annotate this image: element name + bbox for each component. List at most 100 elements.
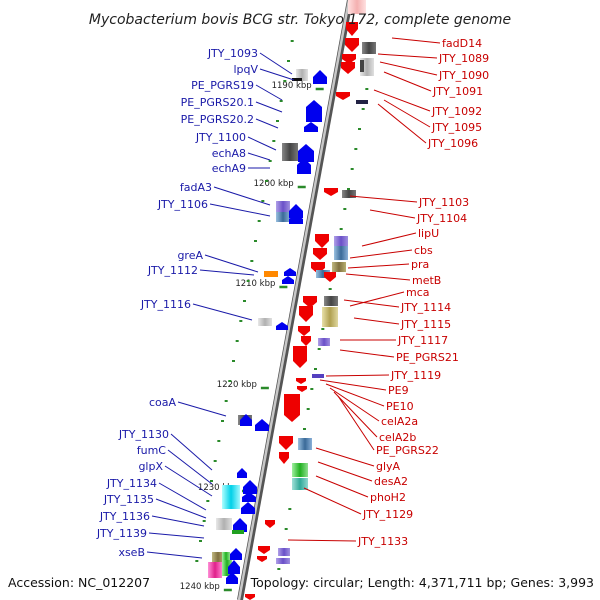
gene-label-left[interactable]: JTY_1135 bbox=[103, 493, 154, 506]
gene-label-left[interactable]: greA bbox=[177, 249, 203, 262]
gene-feature-box[interactable] bbox=[360, 60, 364, 72]
forward-gene-arrow[interactable] bbox=[233, 518, 247, 532]
reverse-gene-arrow[interactable] bbox=[324, 272, 336, 282]
reverse-gene-arrow[interactable] bbox=[258, 546, 270, 554]
gene-feature-box[interactable] bbox=[222, 485, 240, 509]
gene-label-right[interactable]: mca bbox=[406, 286, 430, 299]
fadD14-feature[interactable] bbox=[348, 0, 366, 14]
gene-label-left[interactable]: fadA3 bbox=[180, 181, 212, 194]
gene-label-left[interactable]: JTY_1100 bbox=[195, 131, 246, 144]
gene-label-left[interactable]: PE_PGRS20.1 bbox=[181, 96, 254, 109]
gene-label-left[interactable]: JTY_1093 bbox=[207, 47, 258, 60]
gene-label-left[interactable]: PE_PGRS19 bbox=[191, 79, 254, 92]
gene-label-right[interactable]: celA2b bbox=[379, 431, 416, 444]
reverse-gene-arrow[interactable] bbox=[284, 394, 300, 422]
gene-feature-box[interactable] bbox=[292, 478, 308, 490]
gene-label-left[interactable]: lpqV bbox=[233, 63, 258, 76]
forward-gene-arrow[interactable] bbox=[276, 322, 288, 330]
gene-label-right[interactable]: JTY_1090 bbox=[438, 69, 489, 82]
gene-feature-box[interactable] bbox=[276, 201, 290, 213]
gene-feature-box[interactable] bbox=[324, 296, 338, 306]
gene-label-left[interactable]: JTY_1136 bbox=[99, 510, 150, 523]
gene-label-left[interactable]: PE_PGRS20.2 bbox=[181, 113, 254, 126]
forward-gene-arrow[interactable] bbox=[313, 70, 327, 84]
gene-label-right[interactable]: JTY_1103 bbox=[418, 196, 469, 209]
gene-feature-box[interactable] bbox=[298, 438, 312, 450]
gene-feature-box[interactable] bbox=[212, 552, 224, 562]
gene-feature-box[interactable] bbox=[316, 270, 330, 278]
gene-label-left[interactable]: JTY_1112 bbox=[147, 264, 198, 277]
forward-gene-arrow[interactable] bbox=[282, 276, 294, 284]
reverse-gene-arrow[interactable] bbox=[297, 386, 307, 392]
reverse-gene-arrow[interactable] bbox=[336, 92, 350, 100]
gene-feature-box[interactable] bbox=[332, 262, 346, 272]
gene-feature-box[interactable] bbox=[334, 246, 348, 260]
gene-feature-box[interactable] bbox=[362, 42, 376, 54]
forward-gene-arrow[interactable] bbox=[298, 144, 314, 162]
gene-feature-box[interactable] bbox=[278, 548, 290, 556]
reverse-gene-arrow[interactable] bbox=[324, 188, 338, 196]
reverse-gene-arrow[interactable] bbox=[342, 54, 356, 64]
gene-label-right[interactable]: JTY_1119 bbox=[390, 369, 441, 382]
gene-feature-box[interactable] bbox=[312, 374, 324, 378]
gene-feature-box[interactable] bbox=[208, 562, 222, 578]
reverse-gene-arrow[interactable] bbox=[279, 452, 289, 464]
gene-label-right[interactable]: glyA bbox=[376, 460, 401, 473]
gene-label-right[interactable]: celA2a bbox=[381, 415, 418, 428]
gene-label-right[interactable]: JTY_1114 bbox=[400, 301, 451, 314]
reverse-gene-arrow[interactable] bbox=[299, 306, 313, 322]
gene-label-left[interactable]: echA8 bbox=[212, 147, 246, 160]
forward-gene-arrow[interactable] bbox=[242, 492, 256, 502]
reverse-gene-arrow[interactable] bbox=[279, 436, 293, 450]
reverse-gene-arrow[interactable] bbox=[293, 346, 307, 368]
reverse-gene-arrow[interactable] bbox=[296, 378, 306, 384]
gene-feature-box[interactable] bbox=[258, 318, 272, 326]
gene-feature-box[interactable] bbox=[318, 338, 330, 346]
forward-gene-arrow[interactable] bbox=[306, 100, 322, 122]
gene-feature-box[interactable] bbox=[276, 558, 290, 564]
reverse-gene-arrow[interactable] bbox=[315, 234, 329, 248]
gene-label-right[interactable]: JTY_1117 bbox=[397, 334, 448, 347]
gene-label-left[interactable]: JTY_1130 bbox=[118, 428, 169, 441]
gene-feature-box[interactable] bbox=[334, 236, 348, 246]
reverse-gene-arrow[interactable] bbox=[303, 296, 317, 308]
gene-label-right[interactable]: cbs bbox=[414, 244, 433, 257]
gene-feature-box[interactable] bbox=[356, 100, 368, 104]
reverse-gene-arrow[interactable] bbox=[257, 556, 267, 562]
gene-label-right[interactable]: PE10 bbox=[386, 400, 414, 413]
gene-label-right[interactable]: metB bbox=[412, 274, 441, 287]
forward-gene-arrow[interactable] bbox=[243, 480, 257, 494]
gene-label-left[interactable]: glpX bbox=[138, 460, 163, 473]
gene-label-right[interactable]: JTY_1133 bbox=[357, 535, 408, 548]
gene-label-right[interactable]: PE9 bbox=[388, 384, 409, 397]
reverse-gene-arrow[interactable] bbox=[245, 594, 255, 600]
forward-gene-arrow[interactable] bbox=[289, 204, 303, 218]
gene-label-right[interactable]: JTY_1115 bbox=[400, 318, 451, 331]
gene-feature-box[interactable] bbox=[232, 530, 244, 534]
gene-feature-box[interactable] bbox=[322, 307, 338, 327]
gene-label-right[interactable]: phoH2 bbox=[370, 491, 406, 504]
gene-label-left[interactable]: echA9 bbox=[212, 162, 246, 175]
forward-gene-arrow[interactable] bbox=[226, 572, 238, 584]
reverse-gene-arrow[interactable] bbox=[313, 248, 327, 260]
gene-label-right[interactable]: pra bbox=[411, 258, 429, 271]
gene-label-right[interactable]: JTY_1095 bbox=[431, 121, 482, 134]
gene-feature-box[interactable] bbox=[292, 78, 302, 81]
gene-label-left[interactable]: JTY_1106 bbox=[157, 198, 208, 211]
forward-gene-arrow[interactable] bbox=[297, 158, 311, 174]
gene-label-right[interactable]: JTY_1096 bbox=[427, 137, 478, 150]
gene-feature-box[interactable] bbox=[276, 212, 290, 222]
reverse-gene-arrow[interactable] bbox=[346, 22, 358, 36]
gene-label-right[interactable]: desA2 bbox=[374, 475, 408, 488]
forward-gene-arrow[interactable] bbox=[289, 214, 303, 224]
forward-gene-arrow[interactable] bbox=[304, 122, 318, 132]
gene-label-left[interactable]: JTY_1116 bbox=[140, 298, 191, 311]
gene-feature-box[interactable] bbox=[282, 143, 298, 161]
forward-gene-arrow[interactable] bbox=[230, 548, 242, 560]
gene-label-left[interactable]: coaA bbox=[149, 396, 177, 409]
gene-label-left[interactable]: fumC bbox=[137, 444, 167, 457]
reverse-gene-arrow[interactable] bbox=[341, 62, 355, 74]
gene-label-right[interactable]: JTY_1092 bbox=[431, 105, 482, 118]
gene-feature-box[interactable] bbox=[342, 190, 356, 198]
gene-label-right[interactable]: fadD14 bbox=[442, 37, 482, 50]
